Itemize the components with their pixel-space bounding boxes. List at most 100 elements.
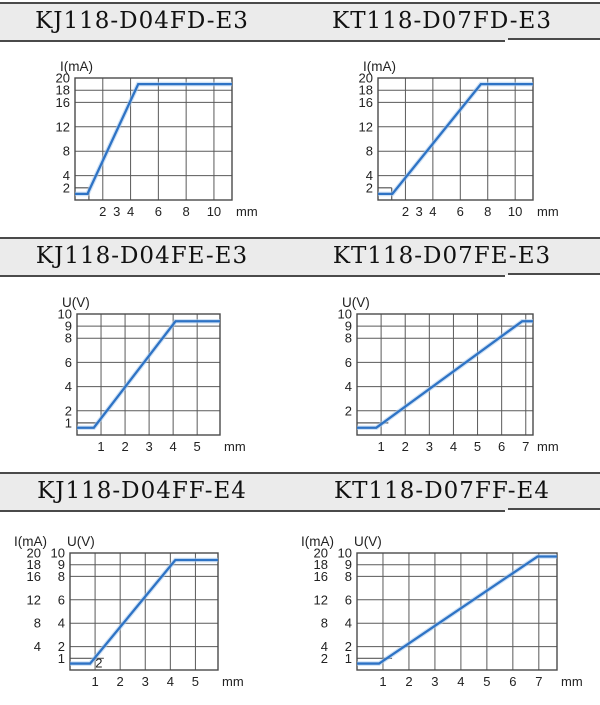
x-tick-label: 4 xyxy=(170,439,177,454)
plot-border xyxy=(69,552,219,671)
response-curve-halo xyxy=(75,81,232,197)
x-unit-label: mm xyxy=(222,674,244,689)
header-underline xyxy=(0,510,505,512)
x-tick-label: 3 xyxy=(416,204,423,219)
x-unit-label: mm xyxy=(224,439,246,454)
x-tick-label: 2 xyxy=(121,439,128,454)
y-tick-label: 9 xyxy=(345,319,352,334)
response-curve xyxy=(357,555,557,665)
chart-title: KJ118-D04FF-E4 xyxy=(37,478,247,504)
y-tick-label: 20 xyxy=(359,71,373,86)
y-tick-label: 10 xyxy=(51,546,65,561)
y-tick-label: 8 xyxy=(65,331,72,346)
y-tick-label: 2 xyxy=(58,639,65,654)
y-tick-label-secondary: 4 xyxy=(34,639,41,654)
chart-title: KJ118-D04FD-E3 xyxy=(35,8,249,34)
response-curve-halo xyxy=(378,81,533,197)
y-tick-label: 2 xyxy=(345,639,352,654)
chart-title: KT118-D07FD-E3 xyxy=(332,8,552,34)
x-tick-label: 6 xyxy=(457,204,464,219)
chart-kj118-d04fe-e3: 10 9 8 6 4 2 1 1 2 3 4 5 mm U(V) xyxy=(17,290,252,460)
y-tick-label-secondary: 20 xyxy=(27,546,41,561)
x-unit-label: mm xyxy=(561,674,583,689)
x-tick-label: 2 xyxy=(405,674,412,689)
x-tick-label: 2 xyxy=(402,439,409,454)
y-tick-label: 2 xyxy=(63,180,70,195)
x-tick-label: 6 xyxy=(509,674,516,689)
y-tick-label-secondary: 16 xyxy=(314,569,328,584)
y-tick-label-secondary: 20 xyxy=(314,546,328,561)
row-header-2: KJ118-D04FE-E3 KT118-D07FE-E3 xyxy=(0,237,600,275)
x-unit-label: mm xyxy=(537,439,559,454)
y-tick-label: 6 xyxy=(345,592,352,607)
y-tick-label: 20 xyxy=(56,71,70,86)
x-tick-label: 2 xyxy=(402,204,409,219)
x-tick-label: 8 xyxy=(183,204,190,219)
y-axis-label-voltage: U(V) xyxy=(354,534,382,549)
y-tick-label-secondary: 18 xyxy=(27,557,41,572)
y-tick-label: 16 xyxy=(56,95,70,110)
y-tick-label: 4 xyxy=(345,616,352,631)
header-underline xyxy=(508,38,600,40)
y-tick-label: 2 xyxy=(345,403,352,418)
chart-title: KT118-D07FE-E3 xyxy=(332,243,552,269)
plot-border xyxy=(356,552,558,671)
y-tick-label: 10 xyxy=(58,307,72,322)
y-tick-label: 6 xyxy=(65,355,72,370)
y-tick-label: 4 xyxy=(366,168,373,183)
row-header-1: KJ118-D04FD-E3 KT118-D07FD-E3 xyxy=(0,2,600,40)
x-tick-label: 4 xyxy=(167,674,174,689)
response-curve-halo xyxy=(357,318,533,431)
y-tick-label: 2 xyxy=(366,180,373,195)
response-curve xyxy=(75,82,232,196)
x-tick-label: 10 xyxy=(207,204,221,219)
y-tick-label: 9 xyxy=(58,557,65,572)
header-underline xyxy=(508,508,600,510)
y-axis-label-current: I(mA) xyxy=(14,534,47,549)
x-tick-label: 4 xyxy=(127,204,134,219)
x-tick-label: 7 xyxy=(522,439,529,454)
y-tick-label-secondary: 12 xyxy=(314,592,328,607)
chart-title: KT118-D07FF-E4 xyxy=(334,478,550,504)
chart-kt118-d07fd-e3: 20 18 16 12 8 4 2 2 3 4 6 8 10 mm I(mA) xyxy=(318,54,565,225)
y-tick-label: 8 xyxy=(58,569,65,584)
x-tick-label: 10 xyxy=(508,204,522,219)
y-axis-label: U(V) xyxy=(62,295,90,310)
y-tick-label: 4 xyxy=(58,616,65,631)
x-tick-label: 7 xyxy=(535,674,542,689)
y-axis-label: U(V) xyxy=(342,295,370,310)
response-curve xyxy=(70,558,218,665)
x-tick-label: 5 xyxy=(194,439,201,454)
y-tick-label-secondary: 12 xyxy=(27,592,41,607)
y-tick-label-secondary: 4 xyxy=(321,639,328,654)
y-tick-label: 2 xyxy=(65,403,72,418)
x-tick-label: 3 xyxy=(431,674,438,689)
header-underline xyxy=(0,40,505,42)
y-tick-label: 4 xyxy=(65,379,72,394)
x-tick-label: 1 xyxy=(97,439,104,454)
y-tick-label: 8 xyxy=(63,144,70,159)
y-axis-label: I(mA) xyxy=(363,59,396,74)
chart-kj118-d04ff-e4: 10 9 8 6 4 2 1 20 18 16 12 8 4 1 2 3 4 5 mm I(mA) U(V) 2 xyxy=(10,529,250,695)
response-curve xyxy=(77,320,220,429)
x-tick-label: 3 xyxy=(113,204,120,219)
x-tick-label: 1 xyxy=(379,674,386,689)
chart-kt118-d07fe-e3: 10 9 8 6 4 2 1 2 3 4 5 6 7 mm U(V) xyxy=(297,290,565,460)
x-tick-label: 1 xyxy=(377,439,384,454)
x-tick-label: 4 xyxy=(450,439,457,454)
y-tick-label-secondary: 2 xyxy=(321,651,328,666)
y-tick-label-secondary: 8 xyxy=(34,616,41,631)
y-tick-label: 8 xyxy=(366,144,373,159)
y-tick-label: 1 xyxy=(345,651,352,666)
x-tick-label: 2 xyxy=(99,204,106,219)
chart-kj118-d04fd-e3: 20 18 16 12 8 4 2 2 3 4 6 8 10 mm I(mA) xyxy=(15,54,264,225)
x-tick-label: 1 xyxy=(91,674,98,689)
x-tick-label: 6 xyxy=(155,204,162,219)
y-tick-label: 18 xyxy=(56,83,70,98)
